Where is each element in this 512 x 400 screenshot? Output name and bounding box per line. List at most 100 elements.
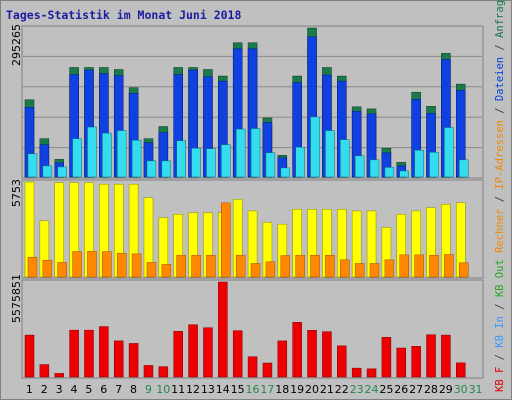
bar-ip-adressen: [221, 202, 231, 278]
x-tick-label: 11: [171, 383, 185, 396]
bar-kb-f: [277, 340, 288, 378]
bar-ip-adressen: [250, 263, 261, 278]
x-tick-label: 29: [439, 383, 453, 396]
legend-entry: IP-Adressen: [494, 120, 506, 190]
x-tick-label: 19: [290, 383, 304, 396]
legend-entry: KB Out: [494, 259, 506, 298]
bar-kb-f: [84, 329, 94, 378]
x-tick-label: 27: [409, 383, 423, 396]
bar-ip-adressen: [116, 252, 127, 278]
bar-ip-adressen: [459, 262, 469, 278]
bar-dateien-share: [354, 155, 365, 178]
bar-ip-adressen: [206, 254, 216, 278]
x-tick-label: 6: [100, 383, 107, 396]
x-tick-label: 18: [275, 383, 289, 396]
legend-entry: KB In: [494, 316, 506, 348]
x-tick-label: 21: [320, 383, 334, 396]
x-tick-label: 26: [394, 383, 408, 396]
bar-dateien-share: [310, 116, 320, 178]
bar-ip-adressen: [176, 254, 186, 278]
bar-kb-f: [426, 334, 436, 378]
bar-kb-f: [24, 334, 35, 378]
bar-kb-f: [158, 366, 169, 378]
bar-ip-adressen: [414, 254, 424, 278]
bar-dateien-share: [146, 160, 157, 178]
bar-ip-adressen: [72, 251, 82, 278]
bar-dateien-share: [116, 130, 127, 178]
bar-dateien-share: [265, 152, 276, 178]
bar-ip-adressen: [369, 263, 380, 278]
bar-ip-adressen: [340, 259, 350, 278]
x-tick-label: 16: [246, 383, 260, 396]
bar-kb-f: [203, 327, 213, 378]
bar-kb-f: [188, 324, 198, 378]
x-tick-label: 9: [145, 383, 152, 396]
bar-dateien-share: [102, 132, 112, 178]
bar-kb-f: [173, 331, 183, 378]
legend-entry: Rechner: [494, 208, 506, 253]
x-tick-label: 10: [156, 383, 170, 396]
bar-dateien-share: [206, 148, 216, 178]
bar-kb-f: [247, 356, 258, 378]
bar-kb-f: [351, 367, 362, 378]
legend-entry: /: [494, 347, 506, 367]
x-tick-label: 5: [85, 383, 92, 396]
x-tick-label: 24: [364, 383, 378, 396]
bar-kb-f: [381, 337, 392, 378]
legend-entry: /: [494, 37, 506, 57]
x-tick-label: 12: [186, 383, 200, 396]
bar-kb-f: [99, 326, 109, 378]
legend-entry: [494, 253, 506, 259]
bar-kb-f: [113, 340, 124, 378]
x-tick-label: 22: [335, 383, 349, 396]
bar-ip-adressen: [295, 254, 305, 278]
x-tick-label: 8: [130, 383, 137, 396]
x-tick-label: 7: [115, 383, 122, 396]
bar-dateien-share: [325, 130, 335, 178]
bar-kb-f: [441, 334, 451, 378]
bar-ip-adressen: [399, 254, 410, 278]
bar-dateien-share: [399, 170, 410, 178]
bar-kb-f: [232, 330, 243, 378]
x-tick-label: 28: [424, 383, 438, 396]
bar-kb-f: [39, 364, 50, 378]
bar-ip-adressen: [87, 250, 97, 278]
bar-kb-f: [366, 368, 377, 378]
bar-kb-f: [54, 373, 64, 378]
bar-ip-adressen: [102, 251, 112, 278]
bar-ip-adressen: [57, 262, 67, 278]
bar-dateien-share: [221, 144, 231, 178]
bar-dateien-share: [459, 159, 469, 178]
bar-dateien-share: [295, 146, 305, 178]
x-tick-label: 2: [41, 383, 48, 396]
chart-title: Tages-Statistik im Monat Juni 2018: [6, 8, 242, 22]
x-tick-label: 17: [260, 383, 274, 396]
bar-dateien-share: [384, 167, 395, 178]
bar-ip-adressen: [310, 254, 320, 278]
x-tick-label: 13: [201, 383, 215, 396]
bar-dateien-share: [414, 150, 424, 178]
bar-dateien-share: [191, 147, 201, 178]
legend-text: KB F / KB In / KB Out Rechner / IP-Adres…: [494, 0, 506, 392]
bar-kb-f: [218, 281, 228, 378]
x-tick-label: 23: [350, 383, 364, 396]
bar-ip-adressen: [146, 262, 157, 278]
legend-entry: KB F: [494, 366, 506, 392]
bar-kb-f: [307, 330, 317, 378]
bar-dateien-share: [235, 128, 246, 178]
bar-dateien-share: [444, 127, 454, 178]
bar-kb-f: [322, 331, 332, 378]
bar-ip-adressen: [444, 254, 454, 278]
bar-kb-f: [396, 347, 407, 378]
x-tick-label: 25: [379, 383, 393, 396]
legend-entry: Anfragen: [494, 0, 506, 38]
bar-kb-f: [143, 365, 154, 378]
bar-ip-adressen: [280, 255, 291, 278]
bar-ip-adressen: [354, 263, 365, 278]
bar-kb-f: [128, 343, 139, 378]
bar-kb-f: [456, 362, 466, 378]
bar-kb-f: [337, 345, 347, 378]
bar-dateien-share: [72, 138, 82, 178]
legend-entry: Dateien: [494, 56, 506, 102]
